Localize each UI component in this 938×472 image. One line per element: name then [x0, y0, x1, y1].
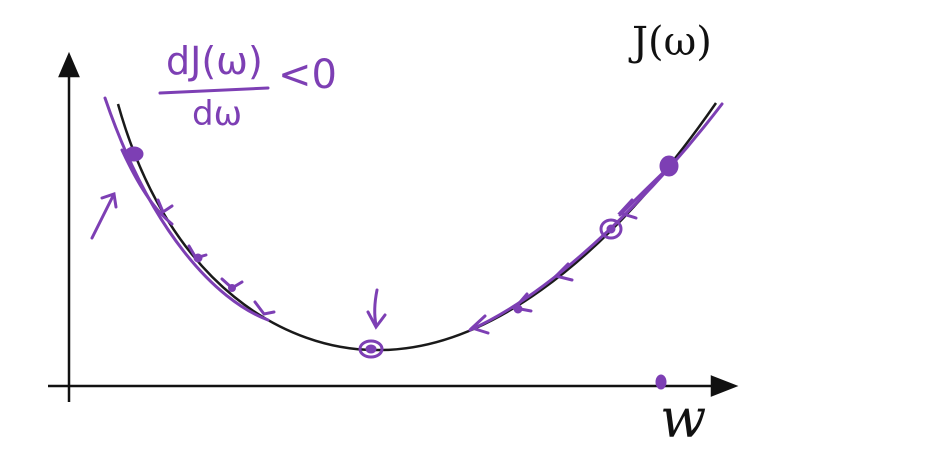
right-step-arrow-1: [617, 198, 638, 220]
left-descent-path: [103, 96, 270, 322]
x-axis-label: w: [660, 387, 707, 450]
minimum-pointer-arrowhead: [366, 310, 387, 330]
axes: [48, 51, 739, 402]
step-point-right-2: [513, 304, 523, 314]
left-step-arrow-1: [156, 198, 174, 215]
x-axis-arrowhead: [710, 375, 739, 397]
step-point-right-1: [599, 218, 623, 240]
curve-label: J(ω): [632, 19, 712, 65]
gradient-descent-annotations: [90, 86, 724, 335]
right-step-arrow-2: [553, 262, 574, 282]
right-descent-path-2: [618, 166, 670, 217]
derivative-numerator: dJ(ω): [166, 39, 263, 83]
derivative-denominator: dω: [192, 94, 243, 134]
step-point-left-1: [193, 253, 203, 263]
derivative-fraction-bar: [158, 86, 270, 95]
increase-arrow: [90, 194, 115, 240]
left-step-arrow-4: [253, 300, 276, 316]
axis-w-marker: [655, 374, 667, 390]
right-step-arrow-4: [469, 314, 490, 335]
minimum-point-core: [365, 344, 377, 354]
step-point-right-1-core: [606, 224, 616, 234]
start-point-right: [659, 155, 679, 177]
right-descent-path: [468, 102, 724, 332]
descent-points: [124, 146, 679, 390]
start-point-left: [124, 146, 144, 162]
increase-arrowhead: [100, 192, 118, 209]
y-axis-arrowhead: [58, 51, 80, 78]
left-descent-path-2: [120, 148, 174, 226]
minimum-pointer-arrow: [373, 288, 379, 327]
minimum-point: [358, 339, 384, 359]
cost-curve: [116, 102, 718, 352]
step-point-left-2: [228, 284, 236, 292]
derivative-inequality: <0: [278, 52, 337, 98]
